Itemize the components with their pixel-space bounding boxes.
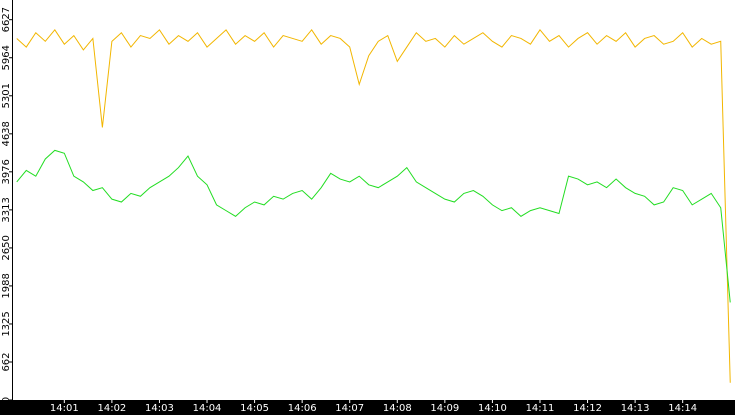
- x-tick-label: 14:06: [288, 403, 317, 414]
- x-tick-label: 14:03: [145, 403, 174, 414]
- y-tick-label: 1988: [1, 273, 12, 298]
- x-tick-label: 14:09: [430, 403, 459, 414]
- y-tick-label: 5301: [1, 83, 12, 108]
- y-tick-label: 5964: [1, 45, 12, 70]
- y-tick-label: 4638: [1, 121, 12, 146]
- x-tick-label: 14:04: [193, 403, 222, 414]
- x-axis-band: [0, 400, 735, 415]
- y-tick-label: 3313: [1, 197, 12, 222]
- y-tick-label: 3976: [1, 159, 12, 184]
- y-tick-label: 6627: [1, 7, 12, 32]
- y-tick-label: 662: [1, 352, 12, 371]
- series-line: [16, 29, 731, 383]
- x-tick-label: 14:07: [335, 403, 364, 414]
- x-tick-label: 14:11: [526, 403, 555, 414]
- x-tick-label: 14:12: [573, 403, 602, 414]
- x-tick-label: 14:10: [478, 403, 507, 414]
- y-tick-label: 1325: [1, 311, 12, 336]
- x-tick-label: 14:02: [97, 403, 126, 414]
- x-tick-label: 14:14: [668, 403, 697, 414]
- x-tick-label: 14:05: [240, 403, 269, 414]
- y-tick-label: 0: [1, 397, 12, 403]
- y-tick-label: 2650: [1, 235, 12, 260]
- series-line: [16, 149, 731, 303]
- x-tick-label: 14:08: [383, 403, 412, 414]
- x-tick-label: 14:01: [50, 403, 79, 414]
- x-tick-label: 14:13: [621, 403, 650, 414]
